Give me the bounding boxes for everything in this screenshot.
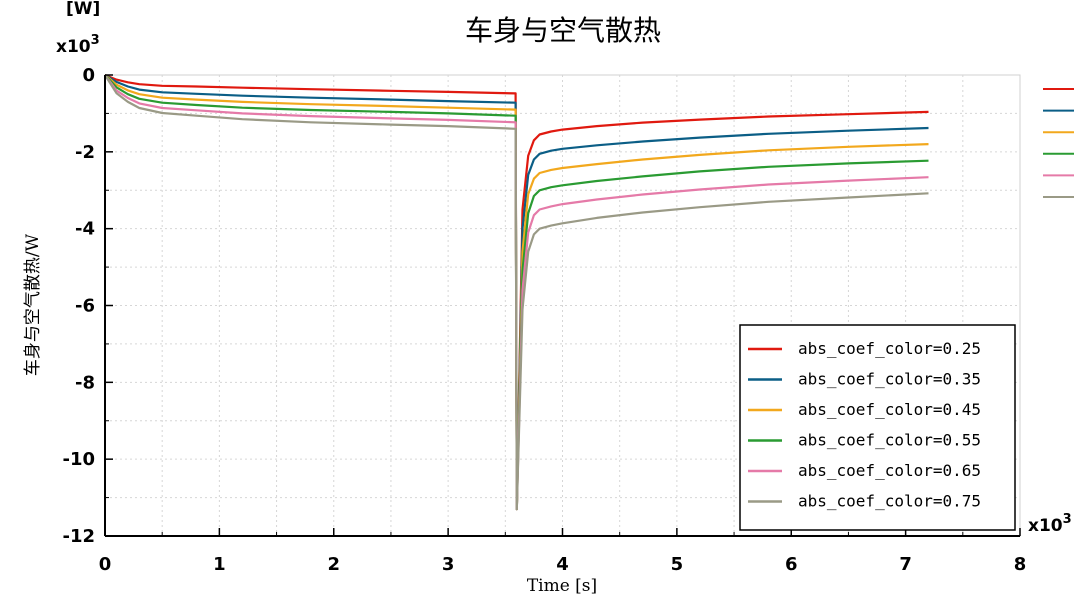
legend-label-5: abs_coef_color=0.65 xyxy=(798,461,981,480)
y-tick-label: -6 xyxy=(75,296,95,317)
x-tick-label: 1 xyxy=(213,554,226,575)
x-multiplier-base: x10 xyxy=(1028,516,1063,536)
series-lines xyxy=(104,73,929,511)
y-multiplier-label: x103 xyxy=(56,33,100,57)
x-multiplier-label: x103 xyxy=(1028,512,1072,536)
chart-title: 车身与空气散热 xyxy=(465,14,661,47)
x-tick-label: 8 xyxy=(1014,554,1027,575)
right-legend-swatches xyxy=(1043,88,1074,198)
x-axis-title: Time [s] xyxy=(527,576,597,596)
y-axis-title: 车身与空气散热/W xyxy=(23,233,43,376)
legend-label-2: abs_coef_color=0.35 xyxy=(798,370,981,389)
y-tick-label: -2 xyxy=(75,142,95,163)
x-tick-label: 2 xyxy=(327,554,340,575)
x-tick-label: 0 xyxy=(99,554,112,575)
x-multiplier-exp: 3 xyxy=(1063,512,1072,527)
legend-label-1: abs_coef_color=0.25 xyxy=(798,339,981,358)
x-tick-label: 6 xyxy=(785,554,798,575)
y-unit-label: [W] xyxy=(66,0,100,19)
legend-label-6: abs_coef_color=0.75 xyxy=(798,492,981,511)
legend-box xyxy=(739,324,1016,531)
x-tick-label: 3 xyxy=(442,554,455,575)
y-tick-label: -8 xyxy=(75,372,95,393)
y-multiplier-base: x10 xyxy=(56,37,91,57)
y-tick-label: -10 xyxy=(62,449,95,470)
legend-label-3: abs_coef_color=0.45 xyxy=(798,400,981,419)
y-tick-label: -12 xyxy=(62,526,95,547)
y-tick-label: 0 xyxy=(82,65,95,86)
legend-label-4: abs_coef_color=0.55 xyxy=(798,431,981,450)
x-tick-label: 4 xyxy=(556,554,569,575)
y-multiplier-exp: 3 xyxy=(91,33,100,48)
y-tick-label: -4 xyxy=(75,219,95,240)
legend: abs_coef_color=0.25 abs_coef_color=0.35ab… xyxy=(739,324,1016,531)
series-line-6 xyxy=(104,74,929,511)
x-tick-label: 7 xyxy=(899,554,912,575)
x-tick-label: 5 xyxy=(671,554,684,575)
axes: 0 1 2 3 4 5 6 7 8 0 -2 -4 -6 -8 -10 -12 xyxy=(62,65,1026,575)
